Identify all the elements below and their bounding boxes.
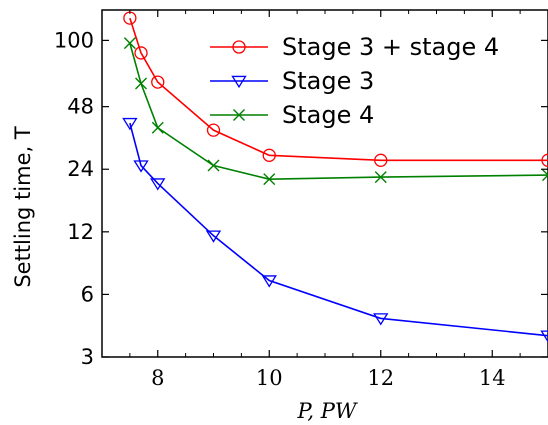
y-tick-label: 3	[81, 345, 94, 369]
legend-entry: Stage 4	[210, 101, 374, 129]
x-tick-label: 8	[151, 366, 164, 390]
marker-triangle	[373, 313, 389, 326]
series-layer	[122, 11, 548, 343]
y-tick-label: 24	[67, 157, 94, 181]
marker-circle	[541, 153, 548, 167]
y-tick-label: 12	[67, 220, 94, 244]
x-tick-label: 14	[479, 366, 506, 390]
ticks-layer: 8 10 12 14 3 6 12 24 48 100	[54, 10, 548, 390]
legend-label: Stage 3 + stage 4	[282, 33, 499, 61]
series-1	[122, 117, 548, 343]
marker-triangle	[122, 117, 138, 131]
series-2	[123, 37, 548, 186]
marker-x	[233, 109, 245, 121]
series-line	[129, 17, 548, 162]
marker-x	[263, 173, 276, 186]
legend-label: Stage 4	[282, 101, 374, 129]
marker-triangle	[261, 275, 277, 288]
legend: Stage 3 + stage 4 Stage 3 Stage 4	[210, 33, 499, 129]
legend-entry: Stage 3	[210, 67, 374, 95]
marker-circle	[151, 75, 165, 89]
legend-entry: Stage 3 + stage 4	[210, 33, 499, 61]
plot-border	[101, 9, 548, 358]
marker-triangle	[150, 178, 166, 191]
marker-triangle	[133, 160, 149, 173]
marker-x	[151, 121, 164, 134]
marker-circle	[262, 148, 276, 162]
marker-circle	[134, 46, 148, 60]
marker-x	[135, 77, 148, 90]
plot-frame	[101, 9, 548, 358]
marker-circle	[374, 153, 388, 167]
marker-x	[207, 159, 220, 172]
y-tick-label: 6	[81, 282, 94, 306]
marker-triangle	[205, 230, 222, 243]
marker-triangle	[540, 330, 548, 343]
series-line	[129, 122, 548, 337]
legend-label: Stage 3	[282, 67, 374, 95]
y-axis-title: Settling time, T	[11, 126, 35, 287]
y-tick-label: 48	[67, 95, 94, 119]
marker-triangle	[231, 75, 247, 89]
marker-circle	[206, 123, 221, 137]
axis-labels: Settling time, T P, PW	[11, 126, 359, 423]
marker-circle	[232, 40, 246, 54]
x-tick-label: 12	[367, 366, 394, 390]
x-tick-label: 10	[256, 366, 283, 390]
x-axis-title: P, PW	[297, 399, 359, 423]
marker-x	[123, 37, 136, 50]
marker-x	[374, 171, 387, 184]
marker-x	[542, 169, 548, 182]
series-0	[123, 11, 548, 167]
y-tick-label: 100	[54, 28, 94, 52]
